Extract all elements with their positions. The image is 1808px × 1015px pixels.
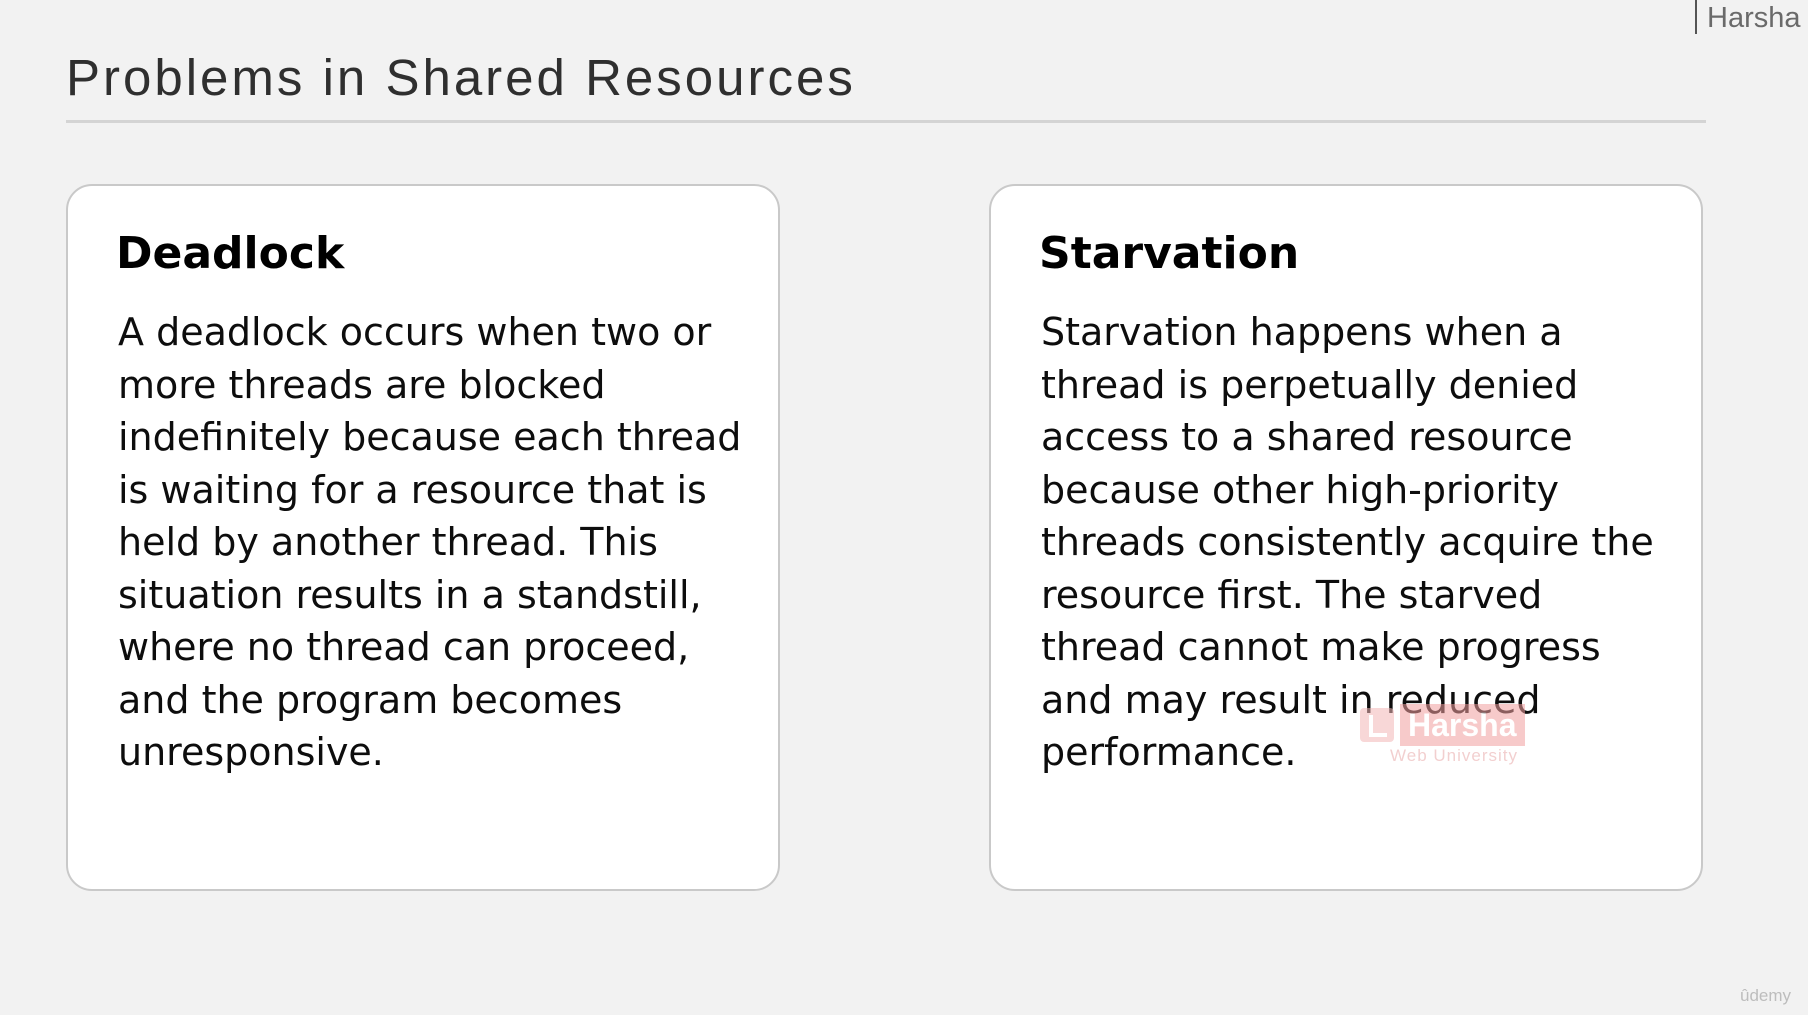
starvation-description: Starvation happens when a thread is perp… bbox=[1041, 310, 1654, 774]
author-tag: Harsha bbox=[1695, 0, 1801, 34]
deadlock-card: Deadlock A deadlock occurs when two or m… bbox=[66, 184, 780, 891]
slide-title: Problems in Shared Resources bbox=[66, 49, 856, 106]
deadlock-description: A deadlock occurs when two or more threa… bbox=[118, 310, 742, 774]
watermark-subtitle: Web University bbox=[1390, 746, 1518, 765]
platform-watermark: ûdemy bbox=[1740, 986, 1792, 1005]
watermark: Harsha Web University bbox=[1360, 704, 1536, 765]
starvation-heading: Starvation bbox=[1039, 228, 1300, 279]
title-divider bbox=[66, 120, 1706, 123]
deadlock-heading: Deadlock bbox=[116, 228, 345, 279]
watermark-logo-icon bbox=[1360, 708, 1394, 742]
starvation-card: Starvation Starvation happens when a thr… bbox=[989, 184, 1703, 891]
watermark-name: Harsha bbox=[1400, 704, 1525, 746]
